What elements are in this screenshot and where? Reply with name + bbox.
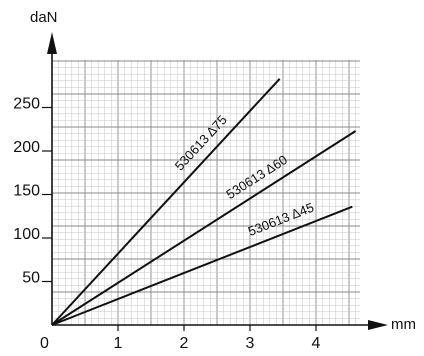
y-tick-label: 150: [13, 183, 40, 200]
y-tick-label: 250: [13, 96, 40, 113]
y-tick-label: 100: [13, 226, 40, 243]
x-axis-label: mm: [391, 316, 416, 333]
y-axis-label: daN: [30, 9, 58, 26]
origin-label: 0: [40, 335, 49, 352]
x-tick-label: 3: [246, 335, 255, 352]
series-line: [51, 205, 353, 326]
x-tick-label: 2: [180, 335, 189, 352]
x-axis-arrow: [368, 320, 388, 330]
series-line: [51, 130, 357, 326]
axes: [42, 32, 388, 331]
series-line: [51, 78, 281, 326]
y-axis-arrow: [47, 32, 57, 54]
y-tick-label: 200: [13, 139, 40, 156]
series-lines: [51, 78, 357, 326]
x-tick-label: 4: [312, 335, 321, 352]
x-tick-label: 1: [114, 335, 123, 352]
grid: [51, 60, 360, 326]
y-tick-label: 50: [22, 270, 40, 287]
